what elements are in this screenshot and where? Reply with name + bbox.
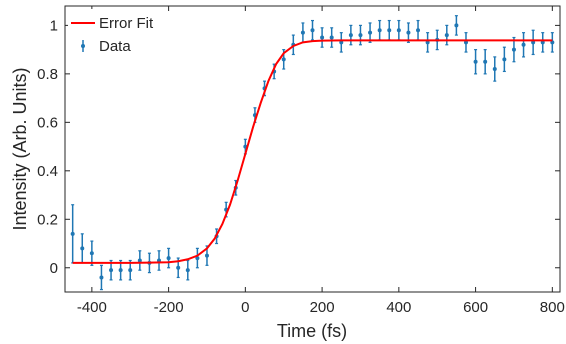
x-tick-label: 800: [540, 299, 565, 316]
data-point: [444, 33, 449, 38]
x-tick-label: 0: [241, 299, 249, 316]
axis-layer: -400 -200 0 200 400 600 800 0 0.2 0.4 0.6 0.8 1: [37, 6, 565, 316]
data-point: [454, 23, 459, 28]
x-axis-label: Time (fs): [277, 321, 347, 341]
data-point: [128, 268, 133, 273]
data-point: [348, 33, 353, 38]
data-point: [416, 28, 421, 33]
data-point: [70, 231, 75, 236]
data-point: [329, 35, 334, 40]
data-point: [281, 57, 286, 62]
data-point: [320, 35, 325, 40]
y-axis-label: Intensity (Arb. Units): [10, 67, 30, 230]
legend-entry-data: Data: [99, 38, 131, 55]
x-tick-label: -200: [154, 299, 184, 316]
data-point: [99, 275, 104, 280]
data-point: [185, 268, 190, 273]
series-layer: [70, 15, 555, 291]
data-point: [358, 33, 363, 38]
data-point: [204, 253, 209, 258]
y-tick-label: 0.4: [37, 163, 58, 180]
fit-curve: [72, 39, 553, 264]
data-point: [502, 57, 507, 62]
data-point: [406, 30, 411, 35]
plot-frame: [64, 5, 561, 293]
data-point: [511, 47, 516, 52]
data-point: [483, 59, 488, 64]
data-point: [300, 30, 305, 35]
data-point: [118, 268, 123, 273]
x-tick-label: 400: [386, 299, 411, 316]
data-point: [521, 42, 526, 47]
x-tick-label: 600: [463, 299, 488, 316]
data-point: [137, 258, 142, 263]
data-point: [89, 251, 94, 256]
data-point: [80, 246, 85, 251]
y-tick-label: 0.6: [37, 114, 58, 131]
data-point: [310, 28, 315, 33]
legend: Error Fit Data: [68, 9, 160, 55]
y-tick-label: 0: [50, 260, 58, 277]
x-tick-label: -400: [77, 299, 107, 316]
y-tick-label: 0.8: [37, 66, 58, 83]
data-point: [109, 268, 114, 273]
data-point: [176, 265, 181, 270]
legend-swatch-data-dot: [81, 44, 85, 48]
y-tick-label: 1: [50, 17, 58, 34]
data-point: [368, 30, 373, 35]
y-tick-label: 0.2: [37, 211, 58, 228]
data-point: [377, 28, 382, 33]
data-point: [473, 59, 478, 64]
x-tick-label: 200: [310, 299, 335, 316]
data-point: [396, 28, 401, 33]
legend-entry-fit: Error Fit: [99, 15, 154, 32]
data-point: [166, 256, 171, 261]
data-point: [387, 28, 392, 33]
data-point: [492, 67, 497, 72]
